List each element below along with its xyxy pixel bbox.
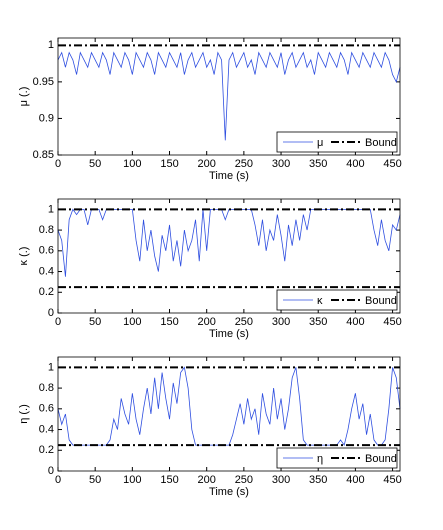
y-tick-label: 1 [48,203,54,215]
y-tick-label: 0.6 [39,403,54,415]
x-tick-label: 450 [383,316,401,328]
legend: η Bound [276,447,398,469]
legend-label: Bound [365,137,397,149]
x-tick-label: 300 [272,316,290,328]
axes-frame [57,356,401,472]
legend-label: Bound [365,453,397,465]
legend: κ Bound [276,289,398,311]
x-tick-label: 100 [123,158,141,170]
data-line [57,51,401,141]
x-tick-label: 400 [346,316,364,328]
x-tick-label: 0 [55,316,61,328]
x-axis-label: Time (s) [209,170,249,182]
x-tick-label: 150 [160,474,178,486]
legend-label: μ [317,137,323,149]
x-tick-label: 350 [309,316,327,328]
y-axis-label: η (.) [18,404,30,424]
x-axis-label: Time (s) [209,328,249,340]
legend-label: η [317,453,323,465]
x-tick-label: 200 [198,474,216,486]
y-tick-label: 0.85 [33,149,54,161]
x-tick-label: 350 [309,158,327,170]
x-tick-label: 50 [89,158,101,170]
y-tick-label: 0.8 [39,382,54,394]
y-tick-label: 0.6 [39,245,54,257]
x-tick-label: 100 [123,316,141,328]
y-tick-label: 0.4 [39,265,54,277]
x-tick-label: 400 [346,474,364,486]
x-tick-label: 0 [55,474,61,486]
y-tick-label: 1 [48,361,54,373]
x-tick-label: 200 [198,158,216,170]
x-tick-label: 350 [309,474,327,486]
y-tick-label: 0.8 [39,224,54,236]
axes-frame [57,37,401,156]
legend: μ Bound [276,131,398,153]
x-tick-label: 300 [272,474,290,486]
y-tick-label: 0.9 [39,112,54,124]
x-tick-label: 250 [235,474,253,486]
x-tick-label: 250 [235,158,253,170]
x-tick-label: 150 [160,316,178,328]
x-tick-label: 450 [383,474,401,486]
x-tick-label: 250 [235,316,253,328]
x-tick-label: 100 [123,474,141,486]
y-axis-label: κ (.) [18,247,30,266]
x-tick-label: 50 [89,316,101,328]
y-tick-label: 0.2 [39,444,54,456]
x-axis-label: Time (s) [209,486,249,498]
y-tick-label: 0.95 [33,76,54,88]
x-tick-label: 200 [198,316,216,328]
y-tick-label: 1 [48,39,54,51]
y-tick-label: 0.4 [39,423,54,435]
x-tick-label: 0 [55,158,61,170]
x-tick-label: 300 [272,158,290,170]
axes-frame [57,198,401,314]
legend-label: Bound [365,295,397,307]
y-tick-label: 0 [48,465,54,477]
x-tick-label: 450 [383,158,401,170]
y-axis-label: μ (.) [18,87,30,107]
x-tick-label: 50 [89,474,101,486]
y-tick-label: 0.2 [39,286,54,298]
x-tick-label: 400 [346,158,364,170]
y-tick-label: 0 [48,307,54,319]
legend-label: κ [317,295,323,307]
x-tick-label: 150 [160,158,178,170]
